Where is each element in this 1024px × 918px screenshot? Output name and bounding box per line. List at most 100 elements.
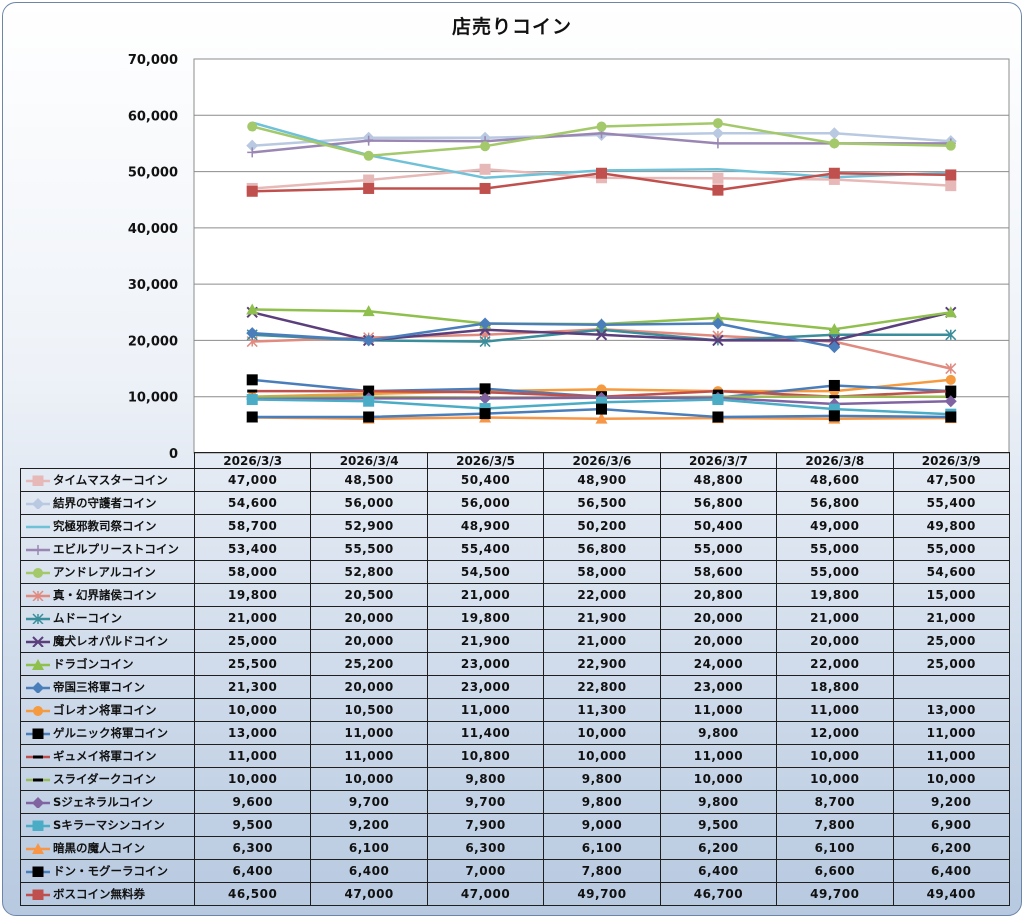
data-cell: 46,500 — [193, 882, 312, 906]
data-cell: 6,200 — [892, 836, 1010, 860]
data-point — [595, 329, 608, 341]
data-cell: 49,800 — [892, 514, 1010, 538]
data-cell: 25,000 — [193, 629, 312, 653]
data-cell: 21,300 — [193, 675, 312, 699]
series-legend-cell: ギュメイ将軍コイン — [20, 744, 195, 768]
table-row: ゴレオン将軍コイン 10,000 10,500 11,000 11,300 11,000 1… — [20, 698, 1010, 722]
data-point — [828, 167, 840, 179]
legend-key — [26, 797, 50, 808]
data-cell: 10,000 — [193, 767, 312, 791]
data-point — [712, 411, 724, 423]
table-row: タイムマスターコイン 47,000 48,500 50,400 48,900 48,800… — [20, 468, 1010, 492]
data-point — [596, 167, 607, 179]
data-cell: 25,000 — [892, 652, 1010, 676]
legend-key — [26, 525, 50, 529]
x-category-label: 2026/3/3 — [193, 452, 312, 469]
data-point — [829, 395, 840, 399]
data-point — [246, 411, 258, 423]
data-point — [363, 411, 375, 423]
table-row: エビルプリーストコイン 53,400 55,500 55,400 56,800 55,00… — [20, 537, 1010, 561]
data-point — [945, 140, 956, 151]
data-point — [828, 410, 840, 422]
data-point — [363, 389, 374, 393]
series-line-5 — [247, 118, 956, 161]
series-name: Sジェネラルコイン — [53, 795, 154, 809]
data-cell: 11,000 — [659, 698, 778, 722]
data-cell: 23,000 — [426, 675, 545, 699]
data-cell: 55,000 — [659, 537, 778, 561]
series-legend-cell: ボスコイン無料券 — [20, 882, 195, 906]
data-point — [33, 568, 43, 578]
data-cell: 49,400 — [892, 882, 1010, 906]
data-cell: 10,800 — [426, 744, 545, 768]
data-point — [33, 545, 43, 555]
data-cell: 7,800 — [776, 813, 894, 837]
data-cell: 48,500 — [310, 468, 428, 492]
x-category-label: 2026/3/4 — [310, 452, 428, 469]
table-row: 究極邪教司祭コイン 58,700 52,900 48,900 50,200 50,400 4… — [20, 514, 1010, 538]
series-legend-cell: ゲルニック将軍コイン — [20, 721, 195, 745]
series-path — [252, 322, 835, 349]
data-cell: 11,000 — [892, 744, 1010, 768]
data-cell: 11,300 — [543, 698, 661, 722]
data-cell: 9,500 — [659, 813, 778, 837]
data-cell: 6,600 — [776, 859, 894, 883]
data-point — [711, 317, 724, 330]
data-point — [33, 755, 43, 759]
y-tick-label: 10,000 — [128, 391, 178, 406]
data-cell: 10,000 — [310, 767, 428, 791]
data-cell: 23,000 — [659, 675, 778, 699]
data-point — [595, 318, 608, 331]
data-cell: 58,000 — [193, 560, 312, 584]
data-point — [945, 411, 957, 423]
data-cell: 6,900 — [892, 813, 1010, 837]
y-tick-label: 70,000 — [128, 53, 178, 68]
series-legend-cell: Sジェネラルコイン — [20, 790, 195, 814]
data-cell: 55,500 — [310, 537, 428, 561]
table-header-row: 2026/3/3 2026/3/4 2026/3/5 2026/3/6 2026/3/7… — [20, 452, 1010, 469]
series-legend-cell: ムドーコイン — [20, 606, 195, 630]
data-point — [945, 169, 957, 181]
data-cell: 55,000 — [776, 537, 894, 561]
data-cell: 56,800 — [659, 491, 778, 515]
data-point — [828, 379, 840, 391]
series-legend-cell: ドラゴンコイン — [20, 652, 195, 676]
data-cell: 9,700 — [426, 790, 545, 814]
series-legend-cell: 魔犬レオパルドコイン — [20, 629, 195, 653]
data-point — [246, 327, 259, 340]
data-cell: 10,000 — [776, 744, 894, 768]
legend-key — [26, 545, 50, 555]
legend-key — [26, 889, 50, 900]
data-cell: 54,600 — [193, 491, 312, 515]
legend-key — [26, 613, 50, 624]
series-line-18 — [246, 403, 957, 423]
data-cell: 24,000 — [659, 652, 778, 676]
data-point — [479, 392, 492, 405]
data-cell: 10,000 — [659, 767, 778, 791]
data-cell — [892, 675, 1010, 699]
data-cell: 18,800 — [776, 675, 894, 699]
series-name: タイムマスターコイン — [53, 473, 168, 487]
data-cell: 48,900 — [543, 468, 661, 492]
series-legend-cell: 究極邪教司祭コイン — [20, 514, 195, 538]
data-cell: 6,100 — [543, 836, 661, 860]
series-name: ギュメイ将軍コイン — [53, 749, 157, 763]
data-cell: 25,000 — [892, 629, 1010, 653]
series-legend-cell: 真・幻界諸侯コイン — [20, 583, 195, 607]
table-row: ドン・モグーラコイン 6,400 6,400 7,000 7,800 6,400 6,600… — [20, 859, 1010, 883]
data-cell: 9,600 — [193, 790, 312, 814]
data-cell: 9,000 — [543, 813, 661, 837]
data-cell: 48,900 — [426, 514, 545, 538]
data-cell: 21,900 — [426, 629, 545, 653]
data-cell: 25,200 — [310, 652, 428, 676]
series-legend-cell: タイムマスターコイン — [20, 468, 195, 492]
data-cell: 6,400 — [892, 859, 1010, 883]
data-point — [363, 182, 375, 194]
data-point — [480, 141, 491, 152]
data-point — [596, 121, 607, 132]
legend-key — [26, 568, 50, 578]
data-cell: 20,000 — [776, 629, 894, 653]
data-cell: 10,000 — [892, 767, 1010, 791]
data-cell: 53,400 — [193, 537, 312, 561]
data-cell: 55,000 — [892, 537, 1010, 561]
